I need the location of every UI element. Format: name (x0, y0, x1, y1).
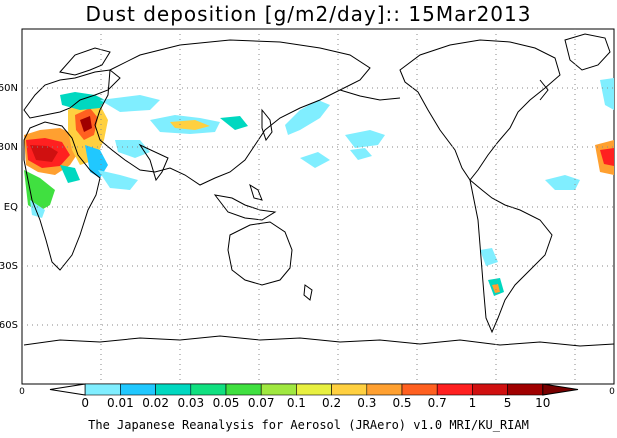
lat-label-60n: 60N (0, 83, 18, 94)
colorbar-swatch (436, 383, 473, 396)
graticule (22, 29, 614, 384)
colorbar-tick-label: 0.2 (322, 396, 342, 410)
colorbar-tick-label: 0.03 (177, 396, 205, 410)
coastlines (23, 33, 615, 347)
colorbar-swatch (296, 383, 332, 396)
colorbar-tick-label: 0.02 (142, 396, 169, 410)
colorbar-swatch (155, 383, 192, 396)
colorbar-swatch (260, 383, 297, 396)
colorbar-labels: 0 0.01 0.02 0.03 0.05 0.07 0.1 0.2 0.3 0.5 0.7 1 5 10 (0, 396, 617, 412)
dust-field (24, 78, 614, 296)
colorbar-tick-label: 1 (468, 396, 477, 410)
colorbar-swatch (507, 383, 544, 396)
colorbar-tick-label: 0.1 (286, 396, 306, 410)
map-title: Dust deposition [g/m2/day]:: 15Mar2013 (85, 2, 532, 26)
colorbar-tick-label: 0.07 (247, 396, 275, 410)
lat-labels: 60N 30N EQ 30S 60S (0, 83, 18, 331)
colorbar-tick-label: 0.05 (212, 396, 240, 410)
colorbar-tick-label: 5 (503, 396, 512, 410)
colorbar-swatch (331, 383, 368, 396)
colorbar-arrow-high (542, 383, 579, 396)
colorbar-swatch (401, 383, 438, 396)
colorbar (49, 383, 579, 396)
lat-label-eq: EQ (4, 202, 18, 213)
axis-right-label: 0 (609, 387, 615, 397)
colorbar-tick-label: 0.5 (392, 396, 412, 410)
colorbar-swatch (120, 383, 156, 396)
colorbar-tick-label: 0 (81, 396, 90, 410)
lat-label-30n: 30N (0, 142, 18, 153)
colorbar-swatch (225, 383, 262, 396)
colorbar-tick-label: 10 (535, 396, 551, 410)
colorbar-arrow-low (49, 383, 86, 396)
colorbar-swatch (84, 383, 121, 396)
axis-left-label: 0 (19, 387, 25, 397)
colorbar-tick-label: 0.3 (357, 396, 377, 410)
colorbar-tick-label: 0.7 (427, 396, 447, 410)
colorbar-tick-label: 0.01 (107, 396, 134, 410)
colorbar-swatch (366, 383, 403, 396)
colorbar-swatch (190, 383, 227, 396)
credit-line: The Japanese Reanalysis for Aerosol (JRA… (88, 418, 529, 432)
colorbar-swatch (472, 383, 508, 396)
lat-label-60s: 60S (0, 320, 18, 331)
lat-label-30s: 30S (0, 261, 18, 272)
